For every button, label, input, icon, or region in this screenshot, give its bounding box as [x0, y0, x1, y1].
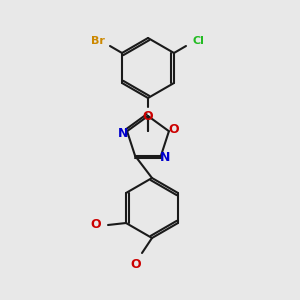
Text: O: O [91, 218, 101, 232]
Text: O: O [169, 123, 179, 136]
Text: Cl: Cl [192, 36, 204, 46]
Text: N: N [118, 127, 128, 140]
Text: O: O [131, 257, 141, 271]
Text: Br: Br [91, 36, 105, 46]
Text: O: O [143, 110, 153, 124]
Text: N: N [160, 151, 170, 164]
